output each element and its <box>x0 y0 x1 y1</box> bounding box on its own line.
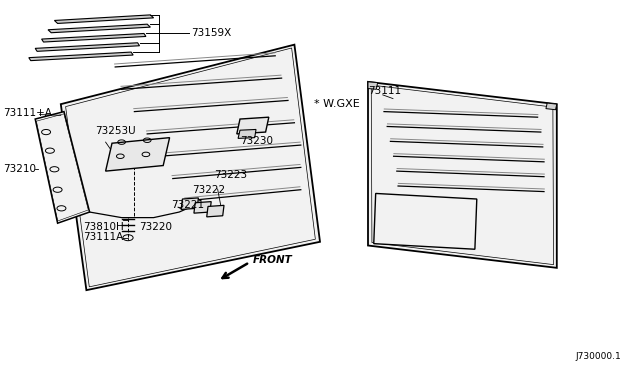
Polygon shape <box>181 198 198 209</box>
Polygon shape <box>42 33 146 42</box>
Text: 73253U: 73253U <box>95 126 135 136</box>
Text: 73230: 73230 <box>240 137 273 146</box>
Polygon shape <box>238 129 256 138</box>
Text: 73810H: 73810H <box>83 222 124 232</box>
Text: * W.GXE: * W.GXE <box>314 99 359 109</box>
Text: 73111A: 73111A <box>83 232 124 242</box>
Polygon shape <box>48 24 150 33</box>
Polygon shape <box>546 103 557 110</box>
Polygon shape <box>368 82 378 89</box>
Polygon shape <box>54 15 154 23</box>
Text: 73210: 73210 <box>3 164 36 174</box>
Polygon shape <box>368 82 557 268</box>
Text: J730000.1: J730000.1 <box>575 352 621 361</box>
Text: 73221: 73221 <box>172 200 205 209</box>
Polygon shape <box>207 205 224 217</box>
Text: FRONT: FRONT <box>253 256 292 265</box>
Polygon shape <box>194 202 211 213</box>
Polygon shape <box>106 138 170 171</box>
Polygon shape <box>35 112 90 223</box>
Polygon shape <box>61 45 320 290</box>
Polygon shape <box>35 43 140 51</box>
Polygon shape <box>237 117 269 134</box>
Polygon shape <box>29 52 133 61</box>
Text: 73220: 73220 <box>140 222 173 232</box>
Polygon shape <box>374 193 477 249</box>
Text: 73111+A: 73111+A <box>3 109 52 118</box>
Text: 73222: 73222 <box>192 185 225 195</box>
Text: 73159X: 73159X <box>191 29 231 38</box>
Text: 73223: 73223 <box>214 170 248 180</box>
Text: 73111: 73111 <box>368 86 401 96</box>
